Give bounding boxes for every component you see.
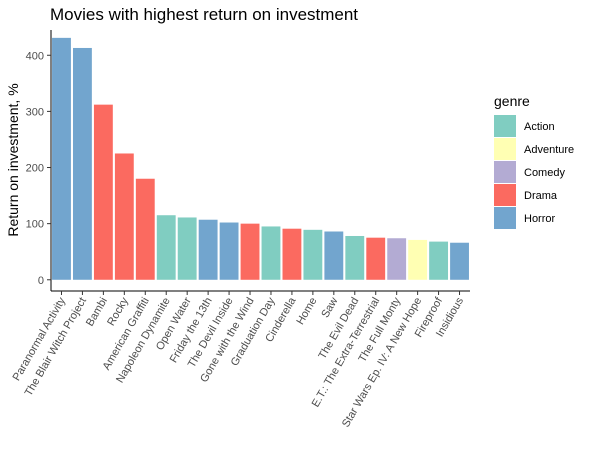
bar: [450, 242, 469, 280]
legend-title: genre: [494, 93, 530, 109]
bar: [219, 222, 239, 280]
legend: genre Action Adventure Comedy Drama Horror: [494, 93, 574, 229]
y-tick-label: 0: [38, 275, 44, 287]
legend-swatch: [494, 115, 516, 137]
bar: [73, 47, 92, 280]
legend-label: Drama: [524, 190, 558, 202]
bar: [52, 37, 71, 280]
x-tick-label: Saw: [319, 295, 340, 320]
bar: [114, 153, 134, 280]
legend-label: Horror: [524, 213, 556, 225]
legend-swatch: [494, 207, 516, 229]
bar: [303, 229, 323, 280]
bar: [408, 239, 428, 280]
bar: [282, 228, 302, 280]
y-tick-label: 200: [26, 163, 44, 175]
legend-label: Adventure: [524, 144, 574, 156]
bar: [198, 219, 218, 280]
bar: [366, 237, 386, 280]
legend-swatch: [494, 184, 516, 206]
bar: [387, 238, 407, 280]
y-tick-label: 400: [26, 50, 44, 62]
bar: [345, 235, 365, 280]
bar: [429, 241, 449, 280]
bar: [177, 217, 197, 280]
y-axis-label: Return on investment, %: [5, 83, 21, 236]
bar: [156, 215, 176, 280]
y-tick-label: 100: [26, 219, 44, 231]
legend-swatch: [494, 138, 516, 160]
bar: [261, 226, 281, 280]
chart-title: Movies with highest return on investment: [50, 5, 358, 24]
legend-label: Action: [524, 121, 555, 133]
bar: [135, 178, 155, 280]
bar: [93, 104, 113, 280]
x-tick-label: Home: [294, 296, 319, 327]
bar: [240, 223, 260, 280]
y-tick-label: 300: [26, 106, 44, 118]
legend-label: Comedy: [524, 167, 565, 179]
legend-swatch: [494, 161, 516, 183]
bar: [324, 231, 344, 280]
